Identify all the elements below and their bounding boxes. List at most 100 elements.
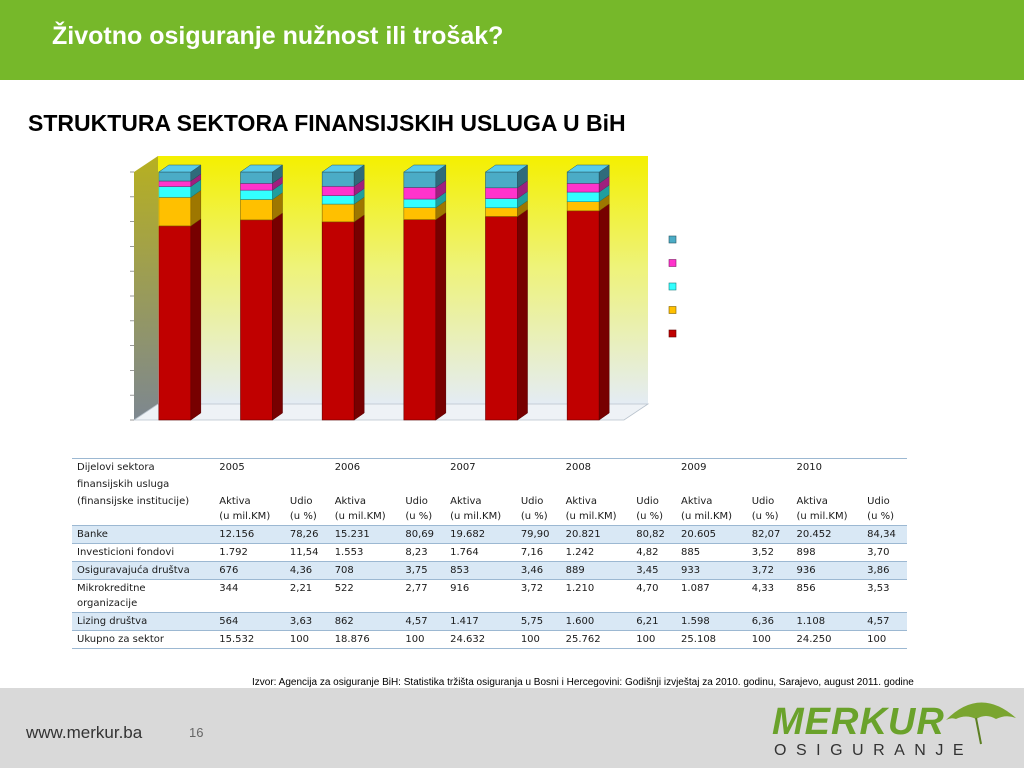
bar-top xyxy=(239,164,284,173)
value-cell: 3,53 xyxy=(862,579,907,613)
legend xyxy=(668,235,677,338)
website-link[interactable]: www.merkur.ba xyxy=(26,723,143,742)
table-row: Investicioni fondovi 1.792 11,54 1.553 8,23 1… xyxy=(72,543,907,562)
value-cell: 20.452 xyxy=(791,525,863,544)
udio-header-cell: Udio (u %) xyxy=(400,493,446,526)
aktiva-header-cell: Aktiva (u mil.KM) xyxy=(791,493,863,526)
value-cell: 4,70 xyxy=(631,579,677,613)
bar-segment xyxy=(240,171,273,184)
table-row: Lizing društva 564 3,63 862 4,57 1.417 5,75 1.6… xyxy=(72,612,907,631)
bar-top xyxy=(321,164,365,173)
bar-segment xyxy=(403,198,437,208)
value-cell: 1.242 xyxy=(560,543,632,562)
bar-segment xyxy=(240,183,273,191)
legend-swatch xyxy=(668,282,677,291)
value-cell: 100 xyxy=(284,630,330,649)
bar-segment xyxy=(321,221,355,421)
legend-swatch xyxy=(668,235,677,244)
value-cell: 4,82 xyxy=(631,543,677,562)
bar-segment xyxy=(485,207,518,217)
y-axis xyxy=(130,171,134,421)
value-cell: 80,69 xyxy=(400,525,446,544)
value-cell: 7,16 xyxy=(515,543,561,562)
value-cell: 3,70 xyxy=(862,543,907,562)
value-cell: 856 xyxy=(791,579,863,613)
value-cell: 4,33 xyxy=(746,579,792,613)
value-cell: 936 xyxy=(791,561,863,580)
bar-segment xyxy=(158,196,192,227)
year-header-cell: 2007 xyxy=(450,462,476,473)
value-cell: 564 xyxy=(214,612,285,631)
bar-segment xyxy=(240,189,273,200)
title-bar: Životno osiguranje nužnost ili trošak? xyxy=(0,0,1024,80)
udio-header-cell: Udio (u %) xyxy=(862,493,907,526)
merkur-logo: MERKUR OSIGURANJE xyxy=(772,701,1016,759)
value-cell: 3,86 xyxy=(862,561,907,580)
value-cell: 853 xyxy=(445,561,516,580)
header-label-cell: (finansijske institucije) xyxy=(72,493,215,526)
value-cell: 84,34 xyxy=(862,525,907,544)
value-cell: 15.532 xyxy=(214,630,285,649)
value-cell: 12.156 xyxy=(214,525,285,544)
value-cell: 100 xyxy=(631,630,677,649)
source-note: Izvor: Agencija za osiguranje BiH: Stati… xyxy=(252,677,914,688)
row-label-cell: Ukupno za sektor xyxy=(72,630,215,649)
header-label-cell: finansijskih usluga xyxy=(77,479,170,490)
empty-header-cell xyxy=(676,476,791,493)
udio-header-cell: Udio (u %) xyxy=(284,493,330,526)
bar-segment xyxy=(485,198,518,209)
value-cell: 8,23 xyxy=(400,543,446,562)
value-cell: 6,36 xyxy=(746,612,792,631)
value-cell: 916 xyxy=(445,579,516,613)
value-cell: 708 xyxy=(329,561,401,580)
slide-subtitle: STRUKTURA SEKTORA FINANSIJSKIH USLUGA U … xyxy=(28,110,626,136)
value-cell: 676 xyxy=(214,561,285,580)
year-header-cell: 2005 xyxy=(219,462,245,473)
legend-swatch xyxy=(668,259,677,267)
logo-wordmark: MERKUR xyxy=(772,701,945,743)
row-label-cell: Osiguravajuća društva xyxy=(72,561,215,580)
footer: www.merkur.ba 16 xyxy=(0,688,1024,768)
aktiva-header-cell: Aktiva (u mil.KM) xyxy=(214,493,285,526)
stacked-bar-chart xyxy=(130,156,677,421)
value-cell: 898 xyxy=(791,543,863,562)
bar-segment xyxy=(321,185,355,196)
year-header-cell: 2008 xyxy=(565,462,592,473)
bar-top xyxy=(566,164,610,173)
bar-segment xyxy=(158,171,192,182)
value-cell: 20.605 xyxy=(676,525,747,544)
value-cell: 3,63 xyxy=(284,612,330,631)
bar-segment-side xyxy=(517,208,528,421)
year-header-cell: 2010 xyxy=(796,462,822,473)
bars xyxy=(158,164,610,421)
value-cell: 3,46 xyxy=(515,561,561,580)
value-cell: 19.682 xyxy=(445,525,516,544)
table-row: Osiguravajuća društva 676 4,36 708 3,75 853 3,… xyxy=(72,561,907,580)
side-wall xyxy=(134,156,158,420)
udio-header-cell: Udio (u %) xyxy=(515,493,561,526)
value-cell: 3,72 xyxy=(746,561,792,580)
value-cell: 4,36 xyxy=(284,561,330,580)
value-cell: 1.417 xyxy=(445,612,516,631)
value-cell: 1.210 xyxy=(560,579,632,613)
logo-tagline: OSIGURANJE xyxy=(774,742,973,759)
data-table: Dijelovi sektora 2005 2006 2007 2008 2009 2010… xyxy=(72,458,907,649)
udio-header-cell: Udio (u %) xyxy=(746,493,792,526)
aktiva-header-cell: Aktiva (u mil.KM) xyxy=(676,493,747,526)
table-header-row: Dijelovi sektora 2005 2006 2007 2008 2009 2010 xyxy=(72,459,907,477)
bar-segment xyxy=(403,207,437,220)
row-label-cell: Investicioni fondovi xyxy=(72,543,215,562)
bar-segment xyxy=(403,171,437,188)
value-cell: 4,57 xyxy=(862,612,907,631)
bar-segment xyxy=(321,203,355,223)
bar-segment xyxy=(240,219,273,421)
value-cell: 15.231 xyxy=(329,525,401,544)
aktiva-header-cell: Aktiva (u mil.KM) xyxy=(445,493,516,526)
value-cell: 522 xyxy=(329,579,401,613)
bar-segment xyxy=(158,186,192,198)
bar-segment xyxy=(566,171,600,184)
bar-top xyxy=(484,164,529,173)
header-label-cell: Dijelovi sektora xyxy=(77,462,155,473)
bar-segment xyxy=(158,180,192,187)
value-cell: 889 xyxy=(560,561,632,580)
